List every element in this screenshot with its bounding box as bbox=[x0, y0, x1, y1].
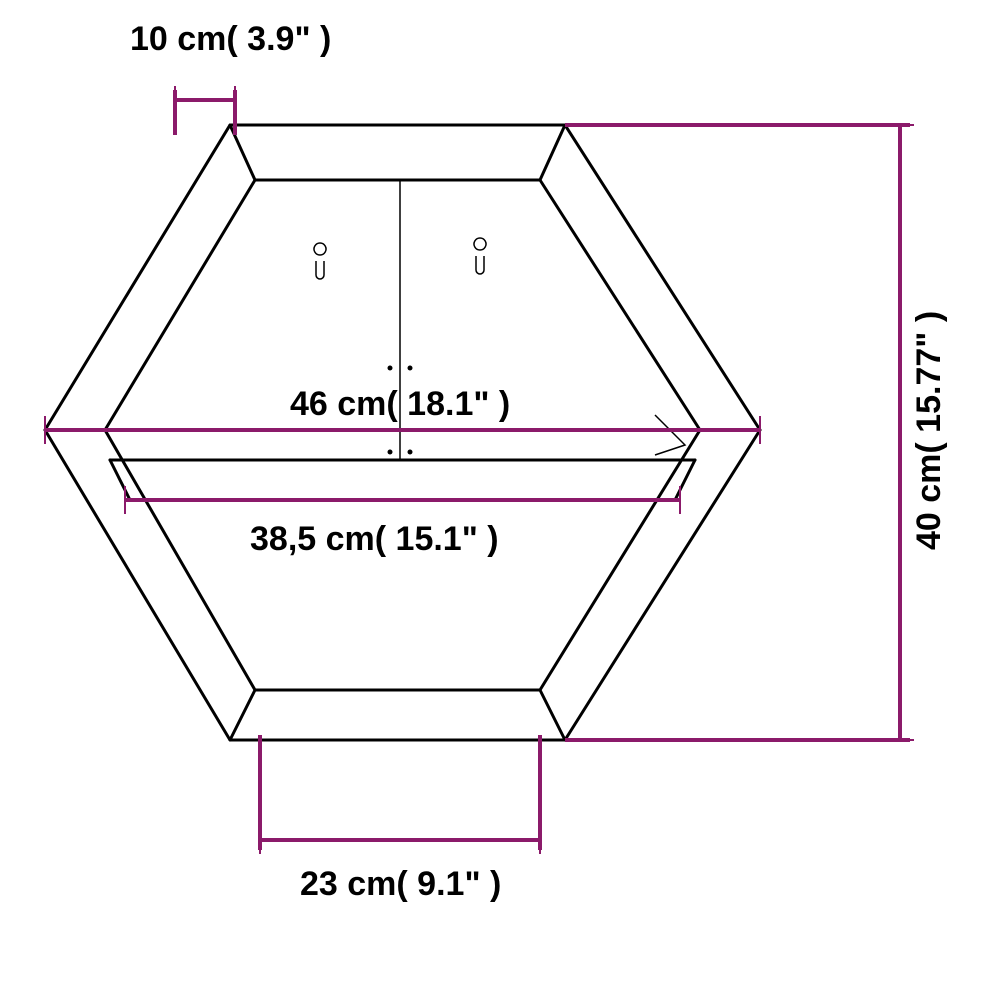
dim-bottom-label: 23 cm( 9.1" ) bbox=[300, 865, 501, 903]
dim-height-label: 40 cm( 15.77" ) bbox=[910, 311, 948, 550]
shelf-notch bbox=[655, 415, 685, 455]
dim-depth-label: 10 cm( 3.9" ) bbox=[130, 20, 331, 58]
dim-shelf: 38,5 cm( 15.1" ) bbox=[124, 486, 681, 558]
dim-shelf-label: 38,5 cm( 15.1" ) bbox=[250, 520, 499, 558]
dim-depth: 10 cm( 3.9" ) bbox=[130, 20, 331, 135]
hexagon-outer bbox=[45, 125, 760, 740]
dim-width-label: 46 cm( 18.1" ) bbox=[290, 385, 510, 423]
hexagon-inner bbox=[105, 180, 700, 690]
dim-width: 46 cm( 18.1" ) bbox=[44, 385, 761, 444]
dim-bottom: 23 cm( 9.1" ) bbox=[259, 735, 541, 903]
corner-connectors bbox=[45, 125, 760, 740]
shelf bbox=[110, 460, 695, 500]
dimension-diagram: 10 cm( 3.9" ) 46 cm( 18.1" ) 38,5 cm( 15… bbox=[0, 0, 1003, 1003]
